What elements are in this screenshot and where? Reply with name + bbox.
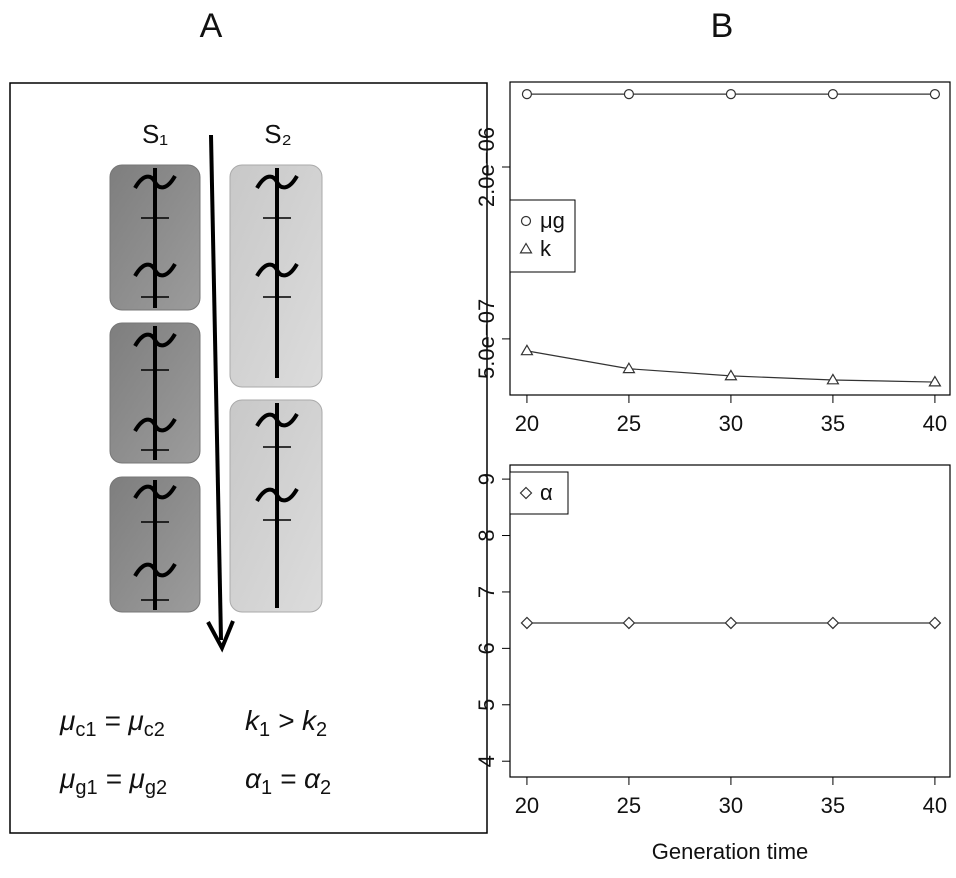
point: [520, 616, 534, 630]
y-tick-label: 6: [474, 642, 499, 654]
equation-text: = μ: [98, 763, 145, 794]
point: [826, 616, 840, 630]
diagram: S₁ S₂ μc1 = μc2 k1 > k2 μg1 = μg2 α1 = α…: [9, 82, 488, 834]
point: [520, 344, 534, 356]
subscript: c1: [75, 719, 96, 741]
x-tick-label: 20: [515, 793, 539, 818]
equation-text: α: [245, 763, 262, 794]
point: [521, 89, 533, 100]
equation: μg1 = μg2: [59, 763, 167, 799]
point: [929, 89, 941, 100]
equation-text: μ: [59, 763, 75, 794]
x-tick-label: 30: [719, 411, 743, 436]
subscript: 1: [261, 777, 272, 799]
chromosomes: [133, 168, 299, 610]
legend-label: k: [540, 236, 552, 261]
plot-frame: [509, 464, 951, 778]
legend-label: μg: [540, 208, 565, 233]
chart: 20 25 30 35 40 5.0e−07 2.0e−06 μg k: [474, 81, 951, 436]
equation-text: = α: [272, 763, 321, 794]
equation-text: k: [245, 705, 261, 736]
point: [827, 89, 839, 100]
arrow: [206, 134, 235, 653]
point: [928, 375, 942, 387]
y-tick-label: 4: [474, 755, 499, 767]
legend-frame: [509, 199, 576, 273]
point: [623, 89, 635, 100]
y-tick-label: 9: [474, 473, 499, 485]
legend-label: α: [540, 480, 553, 505]
x-tick-label: 40: [923, 411, 947, 436]
equation: μc1 = μc2: [59, 705, 165, 741]
subscript: c2: [144, 719, 165, 741]
point: [928, 616, 942, 630]
plot-frame: [509, 81, 951, 396]
x-tick-label: 40: [923, 793, 947, 818]
panel-label: B: [711, 7, 734, 45]
point: [724, 369, 738, 381]
x-tick-label: 35: [821, 411, 845, 436]
panel-frame: [9, 82, 488, 834]
panel-label: A: [200, 7, 223, 45]
equation: α1 = α2: [245, 763, 331, 799]
subscript: g2: [145, 777, 167, 799]
point: [622, 362, 636, 374]
equation-text: μ: [59, 705, 75, 736]
x-tick-label: 25: [617, 793, 641, 818]
equation: k1 > k2: [245, 705, 327, 741]
x-tick-label: 35: [821, 793, 845, 818]
subscript: 2: [320, 777, 331, 799]
point: [826, 373, 840, 385]
x-axis-label: Generation time: [652, 839, 809, 864]
equation-text: = μ: [96, 705, 143, 736]
y-tick-label: 7: [474, 586, 499, 598]
x-tick-label: 30: [719, 793, 743, 818]
point: [519, 486, 533, 500]
y-tick-label: 5: [474, 699, 499, 711]
point: [725, 89, 737, 100]
subscript: 2: [316, 719, 327, 741]
subscript: g1: [75, 777, 97, 799]
subscript: 1: [259, 719, 270, 741]
strand-label: S₁: [142, 119, 168, 149]
equation-text: > k: [270, 705, 318, 736]
point: [520, 215, 532, 227]
x-tick-label: 20: [515, 411, 539, 436]
legend-frame: [509, 471, 569, 515]
point: [724, 616, 738, 630]
point: [519, 242, 533, 254]
strand-label: S₂: [264, 119, 291, 149]
x-tick-label: 25: [617, 411, 641, 436]
y-tick-label: 2.0e−06: [474, 127, 499, 207]
y-tick-label: 5.0e−07: [474, 299, 499, 379]
y-tick-label: 8: [474, 529, 499, 541]
point: [622, 616, 636, 630]
